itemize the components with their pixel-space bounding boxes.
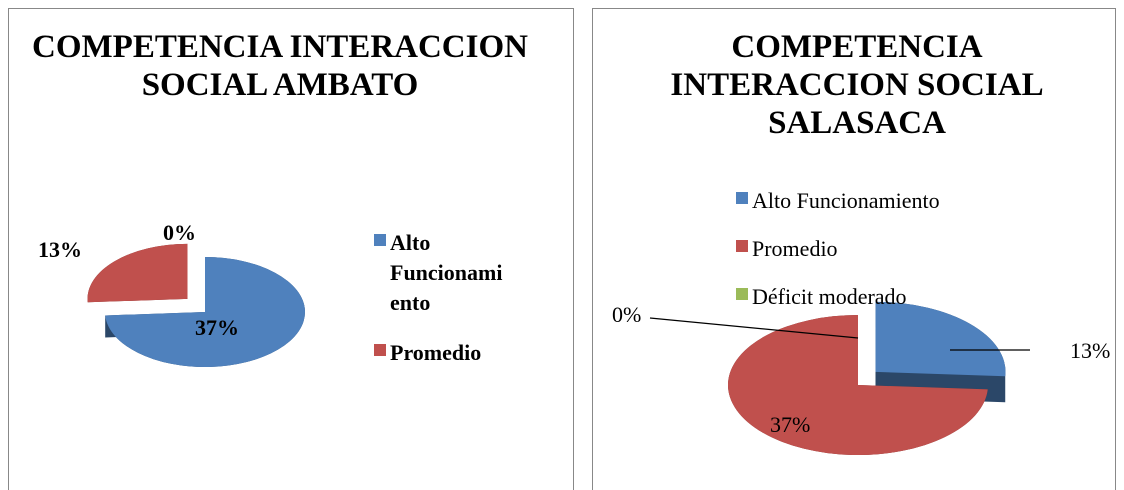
legend-item: Promedio (374, 338, 481, 368)
legend-label: Promedio (390, 340, 482, 365)
legend-item: Alto Funcionamiento (736, 186, 940, 216)
slice (87, 243, 188, 303)
legend-label: Alto Funcionamiento (752, 188, 940, 213)
legend-label: Déficit moderado (752, 284, 907, 309)
legend-swatch (736, 288, 748, 300)
slice (875, 301, 1006, 377)
data-label: 13% (1070, 338, 1111, 363)
legend-label: Promedio (752, 236, 838, 261)
legend-item: Alto Funcionamiento (374, 228, 510, 318)
legend-item: Promedio (736, 234, 838, 264)
slice (728, 315, 988, 456)
legend-item: Déficit moderado (736, 282, 907, 312)
legend-swatch (736, 192, 748, 204)
data-label: 0% (163, 220, 196, 245)
legend-swatch (374, 344, 386, 356)
chart-title: COMPETENCIA INTERACCION SOCIAL SALASACA (670, 29, 1044, 141)
data-label: 0% (612, 302, 642, 327)
legend-label: Alto Funcionamiento (390, 230, 503, 315)
slice (105, 257, 305, 367)
data-label: 13% (38, 237, 82, 262)
data-label: 37% (195, 315, 239, 340)
leader-line (649, 317, 859, 339)
data-label: 37% (770, 412, 811, 437)
chart-frame (8, 8, 574, 490)
legend-swatch (374, 234, 386, 246)
chart-frame (592, 8, 1116, 490)
legend-swatch (736, 240, 748, 252)
chart-title: COMPETENCIA INTERACCION SOCIAL AMBATO (32, 29, 528, 103)
